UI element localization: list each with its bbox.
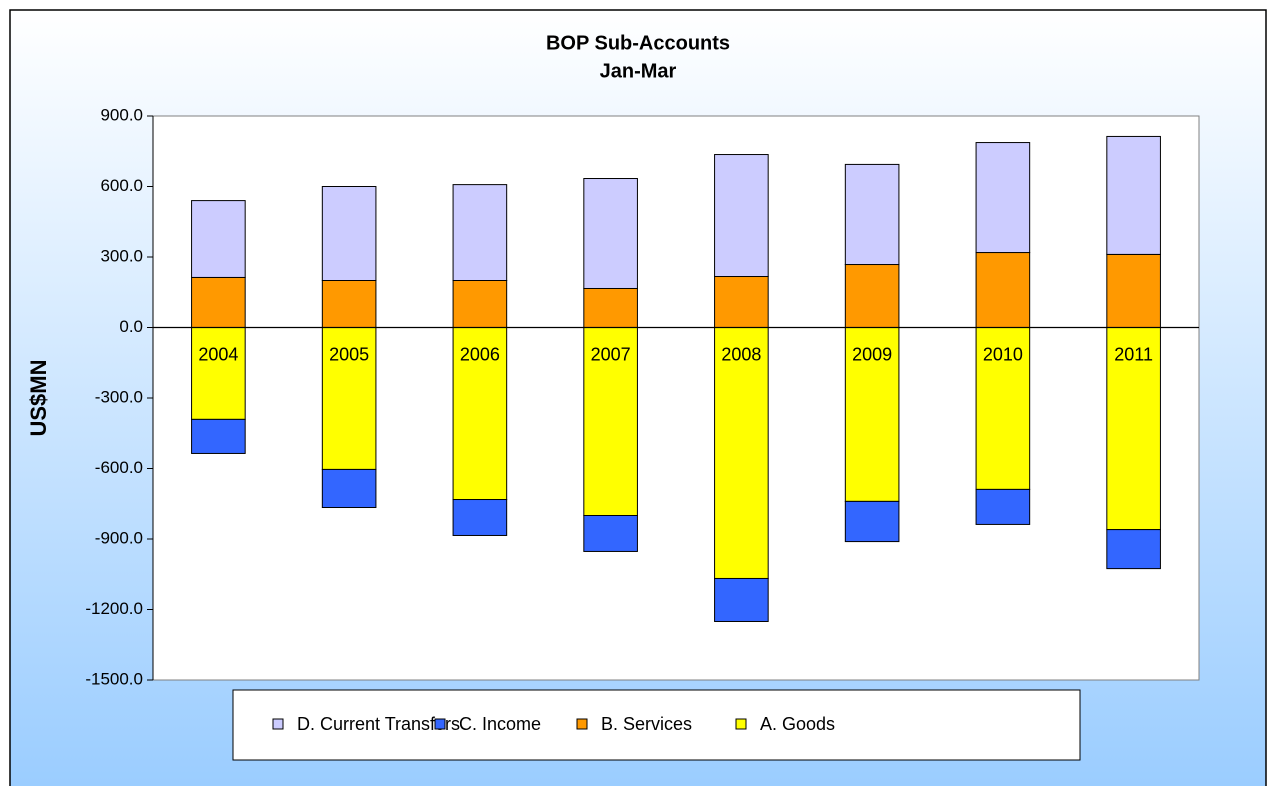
x-tick-label: 2007	[591, 344, 631, 364]
bar-segment	[191, 200, 246, 278]
bar-segment	[321, 280, 377, 328]
bar-segment	[321, 327, 377, 470]
x-tick-label: 2006	[460, 344, 500, 364]
legend-label: A. Goods	[760, 714, 835, 734]
bar-segment	[714, 577, 769, 622]
bar-segment	[452, 184, 508, 281]
x-tick-label: 2009	[852, 344, 892, 364]
bar-segment	[321, 468, 377, 509]
chart-title: BOP Sub-Accounts	[546, 32, 730, 54]
bar-segment	[714, 276, 769, 329]
bar-segment	[452, 280, 508, 328]
bar-segment	[714, 327, 769, 579]
bar-segment	[191, 276, 246, 329]
bar-segment	[975, 327, 1031, 490]
bar-segment	[844, 500, 900, 543]
chart-subtitle: Jan-Mar	[600, 60, 677, 82]
bar-segment	[583, 515, 638, 552]
bar-segment	[321, 186, 377, 281]
x-tick-label: 2011	[1114, 344, 1153, 364]
y-tick-label: -1200.0	[85, 599, 143, 618]
bar-segment	[452, 499, 508, 536]
bar-segment	[583, 178, 638, 289]
y-tick-label: -600.0	[95, 458, 143, 477]
bar-segment	[975, 142, 1031, 254]
bar-segment	[1106, 529, 1161, 570]
y-tick-label: 300.0	[100, 246, 143, 265]
bar-segment	[1106, 253, 1161, 328]
bar-segment	[1106, 327, 1161, 531]
bar-segment	[844, 264, 900, 328]
bar-segment	[975, 488, 1031, 525]
x-tick-label: 2005	[329, 344, 369, 364]
bar-segment	[844, 163, 900, 266]
bar-segment	[975, 252, 1031, 328]
x-tick-label: 2004	[198, 344, 238, 364]
y-tick-label: -300.0	[95, 387, 143, 406]
bar-segment	[191, 327, 246, 420]
legend-label: B. Services	[601, 714, 692, 734]
y-tick-label: 0.0	[119, 317, 143, 336]
legend-swatch	[735, 718, 747, 730]
bar-segment	[1106, 135, 1161, 255]
y-tick-label: 600.0	[100, 176, 143, 195]
x-tick-label: 2010	[983, 344, 1023, 364]
legend-swatch	[272, 718, 284, 730]
bar-segment	[452, 327, 508, 501]
bar-segment	[191, 418, 246, 454]
bar-segment	[583, 327, 638, 516]
x-tick-label: 2008	[721, 344, 761, 364]
y-tick-label: 900.0	[100, 105, 143, 124]
bar-segment	[714, 154, 769, 278]
plot-area	[152, 115, 1200, 681]
bar-segment	[583, 287, 638, 328]
legend-label: C. Income	[459, 714, 541, 734]
y-tick-label: -900.0	[95, 528, 143, 547]
legend-swatch	[576, 718, 588, 730]
legend-box	[232, 689, 1081, 761]
bar-segment	[844, 327, 900, 502]
y-axis-label: US$MN	[26, 359, 51, 436]
legend-label: D. Current Transfers	[297, 714, 460, 734]
legend-swatch	[434, 718, 446, 730]
y-tick-label: -1500.0	[85, 669, 143, 688]
